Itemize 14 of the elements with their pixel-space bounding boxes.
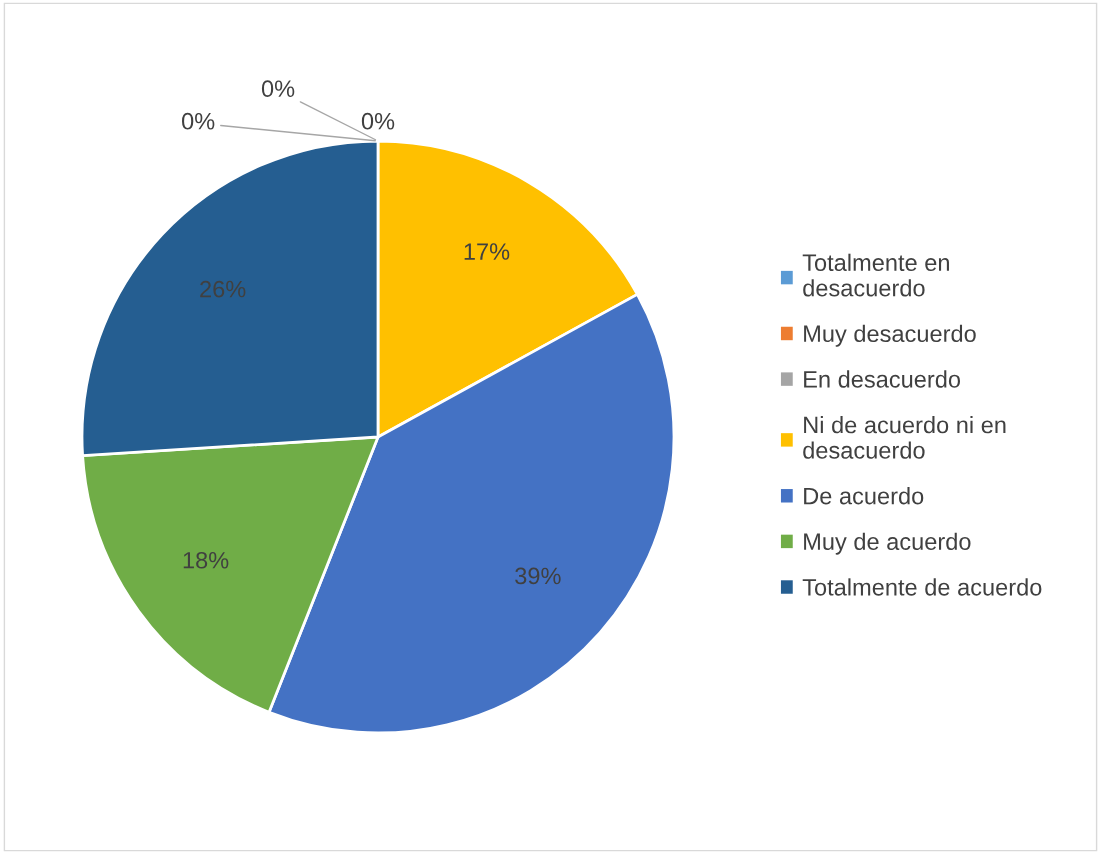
legend-label: Ni de acuerdo ni en desacuerdo <box>803 415 1006 459</box>
text: 0% <box>261 80 295 98</box>
data-label: 18% <box>183 551 229 569</box>
legend-label: Muy de acuerdo <box>804 532 971 555</box>
data-label: 17% <box>464 243 510 260</box>
data-label: 26% <box>200 280 246 298</box>
legend-label: En desacuerdo <box>804 370 961 388</box>
legend-label: Muy desacuerdo <box>804 324 976 347</box>
legend-label: De acuerdo <box>804 487 924 505</box>
legend-label: Totalmente de acuerdo <box>802 578 1042 596</box>
legend-label: Totalmente en desacuerdo <box>802 253 949 297</box>
text: 0% <box>182 112 215 130</box>
text: 0% <box>361 112 395 130</box>
data-label: 39% <box>515 567 561 585</box>
